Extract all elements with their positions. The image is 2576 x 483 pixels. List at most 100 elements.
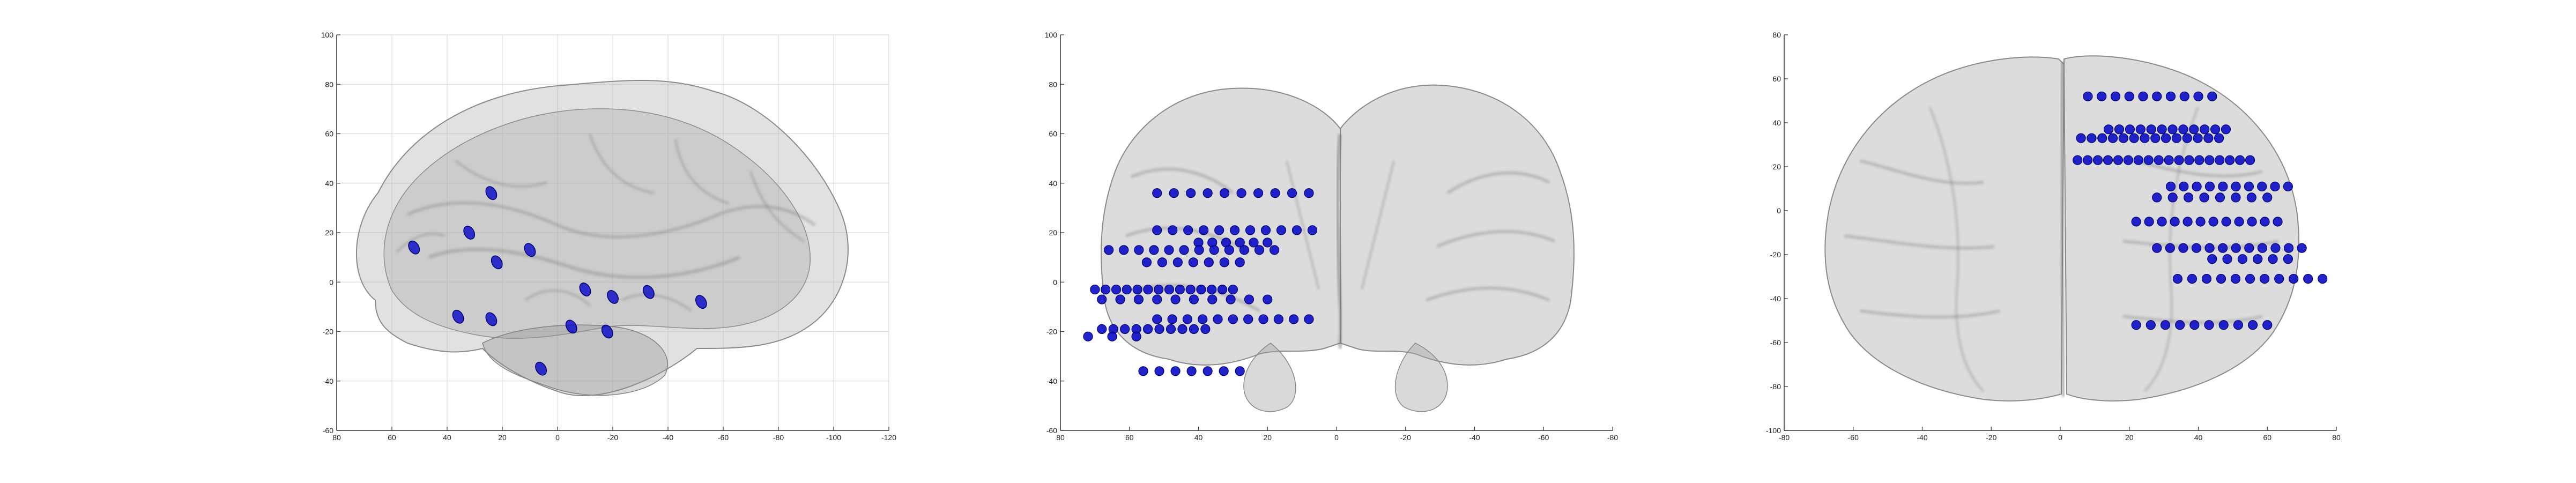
electrode-marker [2178, 124, 2188, 135]
electrode-marker [2283, 181, 2293, 191]
electrode-marker [2207, 254, 2217, 264]
electrode-marker [2262, 320, 2273, 330]
x-tick-label: 0 [1334, 433, 1339, 442]
electrode-marker [2245, 155, 2255, 165]
x-tick-label: -120 [881, 433, 896, 442]
x-tick-label: -20 [607, 433, 618, 442]
electrode-marker [2135, 124, 2146, 135]
y-tick-label: -80 [1770, 382, 1781, 391]
electrode-marker [2179, 181, 2189, 191]
electrode-marker [2270, 181, 2280, 191]
y-tick-label: 20 [1049, 228, 1057, 237]
electrode-marker [2184, 155, 2194, 165]
electrode-marker [2165, 181, 2176, 191]
y-tick-label: -60 [323, 426, 333, 435]
sagittal-panel: 80 60 40 20 0 -20 -40 -60 -80 -100 -120 100 80 60 40 20… [321, 31, 897, 442]
electrode-marker [2133, 155, 2143, 165]
electrode-marker [1104, 245, 1114, 255]
y-tick-label: 20 [325, 228, 333, 237]
electrode-marker [1186, 366, 1197, 376]
electrode-marker [2194, 155, 2204, 165]
y-tick-label: 0 [1053, 278, 1057, 286]
electrode-marker [2124, 91, 2134, 101]
coronal-axes: 80 60 40 20 0 -20 -40 -60 -80 100 80 60 40 20 0 -20 -40 -… [1045, 31, 1619, 442]
electrode-marker [2161, 133, 2171, 143]
electrode-marker [408, 240, 420, 255]
electrode-marker [1207, 294, 1218, 304]
electrode-marker [2113, 155, 2124, 165]
electrode-marker [2231, 192, 2241, 203]
electrode-marker [2129, 133, 2139, 143]
electrode-marker [2146, 124, 2156, 135]
electrode-marker [2274, 273, 2284, 284]
electrode-marker [2146, 320, 2156, 330]
electrode-marker [2204, 155, 2215, 165]
y-tick-label: 0 [329, 278, 333, 286]
electrode-marker [2218, 181, 2228, 191]
y-tick-label: -20 [1770, 250, 1781, 259]
electrode-marker [2221, 217, 2231, 227]
electrode-marker [1179, 245, 1189, 255]
electrode-marker [1204, 257, 1214, 267]
electrode-marker [2253, 254, 2263, 264]
electrode-marker [1224, 245, 1234, 255]
electrode-marker [2191, 243, 2202, 253]
electrode-marker [1152, 314, 1162, 324]
electrode-marker [1111, 284, 1122, 295]
electrode-marker [1245, 225, 1256, 235]
electrode-marker [1287, 188, 1297, 198]
electrode-marker [2230, 273, 2241, 284]
electrode-marker [1189, 324, 1199, 334]
electrode-marker [1152, 188, 1162, 198]
electrode-marker [2189, 124, 2199, 135]
electrode-marker [1154, 284, 1164, 295]
electrode-marker [1131, 331, 1141, 341]
electrode-marker [2222, 254, 2232, 264]
electrode-marker [2092, 155, 2103, 165]
electrode-marker [1235, 366, 1245, 376]
electrode-marker [2073, 155, 2083, 165]
electrode-marker [2164, 155, 2174, 165]
electrode-marker [1097, 324, 1107, 334]
electrode-marker [2199, 192, 2209, 203]
electrode-marker [1202, 188, 1213, 198]
x-tick-label: -80 [1779, 433, 1790, 442]
electrode-marker [2152, 192, 2162, 203]
electrode-marker [2215, 192, 2225, 203]
y-tick-label: -100 [1766, 426, 1781, 435]
electrode-marker [2216, 273, 2226, 284]
electrode-marker [1199, 225, 1209, 235]
electrode-marker [1168, 225, 1178, 235]
x-tick-label: -20 [1400, 433, 1411, 442]
electrode-marker [1304, 188, 1314, 198]
electrode-marker [485, 186, 498, 200]
electrode-marker [2244, 181, 2254, 191]
electrode-marker [1213, 314, 1223, 324]
electrode-marker [2175, 320, 2185, 330]
electrode-marker [2218, 320, 2229, 330]
electrode-marker [463, 226, 476, 240]
electrode-marker [1167, 314, 1177, 324]
x-tick-label: 60 [2263, 433, 2271, 442]
electrode-marker [2303, 273, 2313, 284]
y-tick-label: 60 [325, 130, 333, 138]
electrode-marker [1164, 284, 1175, 295]
electrode-marker [579, 283, 591, 296]
sagittal-brain [356, 80, 849, 396]
electrode-marker [1133, 294, 1144, 304]
electrode-marker [1152, 294, 1162, 304]
x-tick-label: 80 [332, 433, 341, 442]
sagittal-electrodes [408, 186, 707, 376]
electrode-marker [695, 295, 707, 309]
electrode-marker [1217, 284, 1228, 295]
electrode-marker [1270, 188, 1280, 198]
electrode-marker [2195, 217, 2206, 227]
x-tick-label: 20 [2125, 433, 2134, 442]
electrode-marker [1219, 257, 1229, 267]
electrode-marker [2150, 133, 2161, 143]
electrode-marker [2167, 124, 2178, 135]
electrode-marker [1083, 331, 1093, 341]
electrode-marker [2231, 181, 2241, 191]
electrode-marker [2221, 124, 2231, 135]
